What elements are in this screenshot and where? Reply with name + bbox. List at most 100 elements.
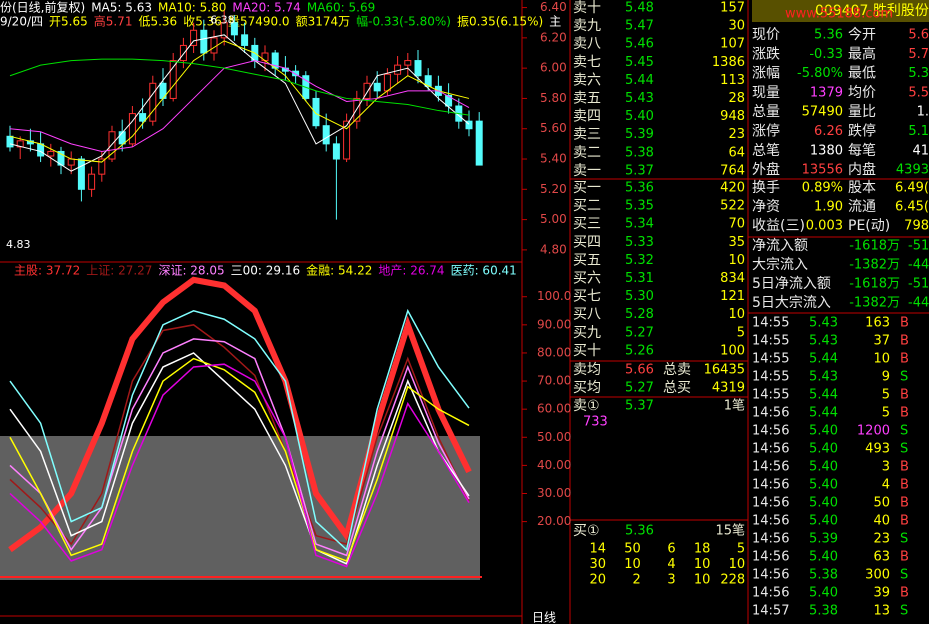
- book-volume: 30: [728, 19, 745, 34]
- queue-volume: 4: [667, 557, 675, 572]
- header-text: 振0.35(6.15%): [457, 15, 543, 29]
- queue-volume: 14: [589, 542, 606, 557]
- trade-time: 14:56: [752, 406, 789, 421]
- header-text: 主: [549, 15, 561, 29]
- trade-volume: 39: [873, 586, 890, 601]
- quote-value: 6.45(: [895, 200, 929, 215]
- ma-line: [9, 58, 470, 116]
- quote-value: 5.7: [908, 47, 929, 62]
- indicator-line: [9, 308, 470, 552]
- axis-label: 日线: [532, 611, 556, 624]
- high-label: 6.38: [210, 14, 235, 27]
- flow-label: 净流入额: [752, 238, 808, 254]
- candle-body: [241, 34, 249, 46]
- y-tick-label: 70.00: [537, 374, 571, 388]
- y-tick-label: 5.20: [540, 182, 567, 196]
- trade-volume: 300: [865, 568, 890, 583]
- candle-body: [322, 125, 330, 145]
- trade-time: 14:56: [752, 568, 789, 583]
- quote-label: 每笔: [848, 143, 876, 159]
- quote-label: PE(动): [848, 218, 890, 234]
- book-price: 5.37: [625, 163, 654, 178]
- book-label: 买九: [573, 325, 601, 341]
- candle-body: [220, 22, 228, 39]
- header-text: MA10: 5.80: [158, 1, 226, 15]
- quote-value: 5.6: [908, 28, 929, 43]
- queue-volume: 50: [624, 542, 641, 557]
- trade-side: S: [900, 424, 908, 439]
- summary-label: 总卖: [663, 362, 691, 378]
- trade-side: B: [900, 496, 909, 511]
- summary-price: 5.27: [625, 381, 654, 396]
- candle-body: [292, 70, 300, 77]
- book-volume: 5: [737, 325, 745, 340]
- trade-volume: 9: [882, 370, 890, 385]
- quote-value: 5.36: [814, 28, 843, 43]
- queue-volume: 30: [589, 557, 606, 572]
- trade-time: 14:56: [752, 496, 789, 511]
- book-price: 5.47: [625, 19, 654, 34]
- trade-side: B: [900, 406, 909, 421]
- book-volume: 10: [728, 253, 745, 268]
- book-label: 买六: [573, 271, 601, 287]
- header-text: 9/20/四: [0, 15, 43, 29]
- quote-label: 现价: [752, 27, 780, 43]
- header-text: 收5.36: [183, 15, 222, 29]
- flow-label: 5日净流入额: [752, 276, 831, 292]
- flow-value: -44: [908, 296, 929, 311]
- quote-value: -5.80%: [797, 66, 843, 81]
- book-volume: 70: [728, 217, 745, 232]
- book-label: 买一: [573, 180, 601, 196]
- candle-body: [210, 37, 218, 54]
- book-volume: 948: [720, 109, 745, 124]
- quote-value: 1.: [917, 105, 929, 120]
- quote-value: 798: [904, 219, 929, 234]
- quote-value: 5.5: [908, 85, 929, 100]
- quote-value: 57490: [802, 105, 843, 120]
- book-price: 5.31: [625, 271, 654, 286]
- book-label: 卖五: [573, 91, 601, 107]
- y-tick-label: 90.00: [537, 317, 571, 331]
- indicator-line: [9, 357, 470, 562]
- trade-price: 5.39: [809, 532, 838, 547]
- header-text: 额3174万: [296, 15, 351, 29]
- book-volume: 1386: [712, 55, 745, 70]
- quote-value: 6.49(: [895, 181, 929, 196]
- trade-price: 5.40: [809, 442, 838, 457]
- trade-volume: 4: [882, 478, 890, 493]
- queue-volume: 733: [583, 415, 608, 430]
- queue-price: 5.36: [625, 524, 654, 539]
- candle-body: [149, 82, 157, 122]
- candle-body: [98, 158, 106, 175]
- candle-body: [465, 120, 473, 130]
- trade-volume: 163: [865, 316, 890, 331]
- header-text: 开5.65: [49, 15, 88, 29]
- y-tick-label: 4.80: [540, 242, 567, 256]
- book-price: 5.33: [625, 235, 654, 250]
- candle-body: [37, 143, 45, 157]
- queue-label: 买①: [573, 523, 600, 539]
- book-label: 买十: [573, 343, 601, 359]
- candle-body: [77, 158, 85, 190]
- indicator-line: [9, 352, 470, 565]
- header-text: MA20: 5.74: [232, 1, 300, 15]
- summary-total: 4319: [712, 381, 745, 396]
- header-text: 幅-0.33(-5.80%): [356, 14, 451, 29]
- flow-value: -1382万: [849, 296, 900, 311]
- trade-price: 5.40: [809, 460, 838, 475]
- trade-price: 5.44: [809, 406, 838, 421]
- trade-time: 14:55: [752, 370, 789, 385]
- candle-body: [343, 120, 351, 160]
- book-price: 5.46: [625, 37, 654, 52]
- trade-time: 14:56: [752, 532, 789, 547]
- y-tick-label: 100.0: [537, 289, 571, 303]
- y-tick-label: 50.00: [537, 430, 571, 444]
- trade-time: 14:57: [752, 604, 789, 619]
- flow-label: 5日大宗流入: [752, 295, 831, 311]
- book-price: 5.27: [625, 325, 654, 340]
- book-label: 买五: [573, 252, 601, 268]
- queue-volume: 6: [667, 542, 675, 557]
- queue-volume: 10: [694, 557, 711, 572]
- indicator-line: [8, 276, 472, 553]
